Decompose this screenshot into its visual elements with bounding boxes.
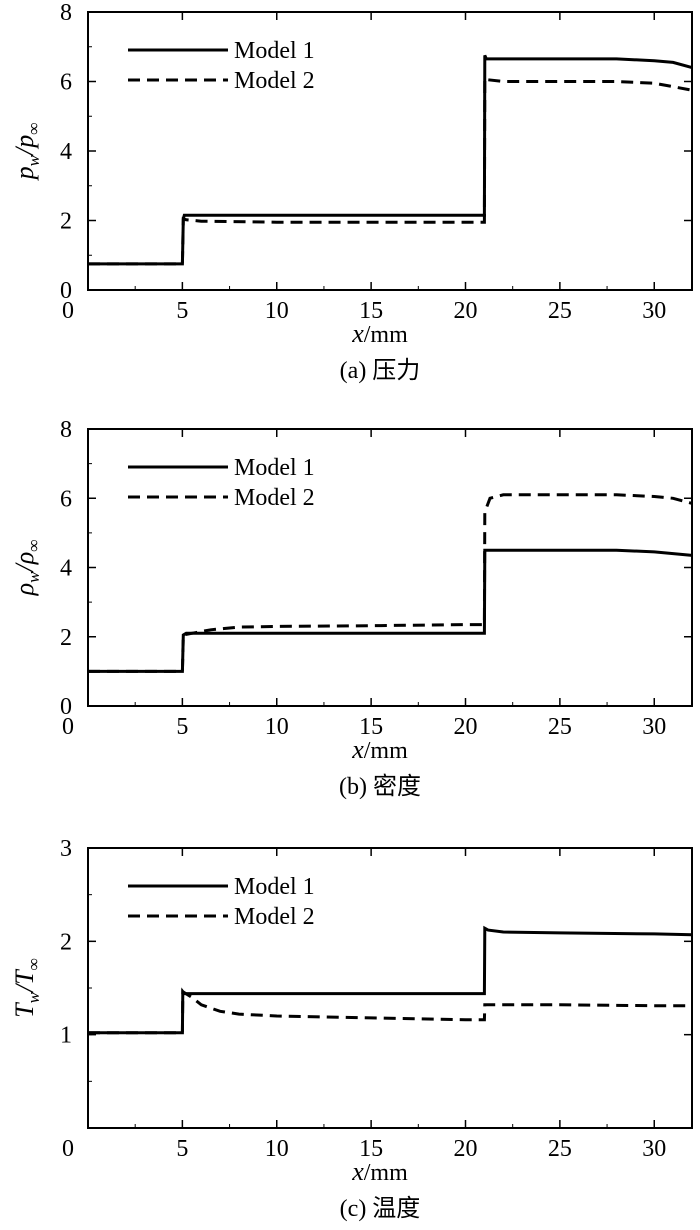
x-tick-label: 5 — [176, 1136, 188, 1162]
y-label-main2: T — [10, 969, 39, 985]
x-tick-label: 30 — [642, 298, 666, 324]
y-tick-label: 6 — [60, 486, 72, 512]
y-tick-label: 3 — [60, 836, 72, 862]
x-axis-label: x/mm — [351, 319, 408, 348]
y-axis-label: pw/p∞ — [10, 123, 43, 182]
x-tick-label: 15 — [359, 1136, 383, 1162]
y-tick-label: 8 — [60, 417, 72, 443]
y-axis-label: ρw/ρ∞ — [10, 540, 43, 597]
series-line-model-2 — [88, 75, 693, 266]
plot-frame — [87, 428, 693, 707]
x-tick-label: 0 — [62, 298, 74, 324]
y-tick-label: 2 — [60, 929, 72, 955]
x-label-main: x — [351, 1157, 364, 1186]
x-label-unit: /mm — [364, 1160, 408, 1186]
y-tick-label: 6 — [60, 70, 72, 96]
y-label-main2: p — [10, 135, 39, 150]
x-tick-label: 15 — [359, 298, 383, 324]
x-axis-label: x/mm — [351, 1157, 408, 1186]
x-tick-label: 0 — [62, 1136, 74, 1162]
x-tick-label: 0 — [62, 714, 74, 740]
legend-label: Model 1 — [234, 38, 315, 64]
x-tick-label: 20 — [454, 1136, 478, 1162]
legend-label: Model 1 — [234, 874, 315, 900]
x-label-main: x — [351, 735, 364, 764]
x-tick-label: 5 — [176, 298, 188, 324]
x-tick-label: 30 — [642, 714, 666, 740]
y-tick-label: 2 — [60, 209, 72, 235]
x-label-unit: /mm — [364, 322, 408, 348]
y-label-sub: w — [24, 154, 43, 166]
y-axis-label: Tw/T∞ — [10, 958, 43, 1018]
y-label-main2: ρ — [10, 552, 39, 565]
y-tick-label: 1 — [60, 1023, 72, 1049]
y-label-sub2: ∞ — [24, 540, 43, 552]
x-tick-label: 15 — [359, 714, 383, 740]
x-tick-label: 10 — [265, 298, 289, 324]
y-tick-label: 2 — [60, 625, 72, 651]
x-tick-label: 5 — [176, 714, 188, 740]
plot-frame — [87, 11, 693, 291]
panel-caption: (b) 密度 — [339, 773, 421, 800]
y-label-slash: / — [10, 145, 39, 157]
y-tick-label: 0 — [60, 694, 72, 720]
x-axis-label: x/mm — [351, 735, 408, 764]
x-tick-label: 25 — [548, 1136, 572, 1162]
y-label-main: T — [10, 1002, 39, 1018]
y-tick-label: 4 — [60, 556, 72, 582]
y-label-main: p — [10, 166, 39, 181]
y-tick-label: 0 — [60, 278, 72, 304]
x-label-unit: /mm — [364, 738, 408, 764]
y-label-sub: w — [24, 991, 43, 1003]
y-label-slash: / — [10, 982, 39, 994]
x-tick-label: 20 — [454, 714, 478, 740]
y-tick-label: 8 — [60, 0, 72, 26]
legend-label: Model 2 — [234, 904, 315, 930]
x-tick-label: 25 — [548, 298, 572, 324]
panel-caption: (c) 温度 — [340, 1195, 421, 1222]
plot-frame — [87, 847, 693, 1129]
series-line-model-2 — [88, 989, 692, 1035]
series-line-model-1 — [88, 548, 693, 673]
legend-label: Model 1 — [234, 455, 315, 481]
y-label-sub2: ∞ — [24, 123, 43, 135]
panel-caption: (a) 压力 — [340, 357, 421, 384]
y-label-main: ρ — [10, 583, 39, 596]
y-label-sub2: ∞ — [24, 958, 43, 970]
series-line-model-2 — [88, 493, 693, 673]
series-line-model-1 — [88, 54, 693, 266]
legend-label: Model 2 — [234, 485, 315, 511]
x-tick-label: 25 — [548, 714, 572, 740]
y-tick-label: 4 — [60, 139, 72, 165]
x-tick-label: 30 — [642, 1136, 666, 1162]
y-label-slash: / — [10, 562, 39, 574]
x-tick-label: 10 — [265, 1136, 289, 1162]
y-label-sub: w — [24, 571, 43, 583]
x-tick-label: 10 — [265, 714, 289, 740]
x-tick-label: 20 — [454, 298, 478, 324]
legend-label: Model 2 — [234, 68, 315, 94]
x-label-main: x — [351, 319, 364, 348]
